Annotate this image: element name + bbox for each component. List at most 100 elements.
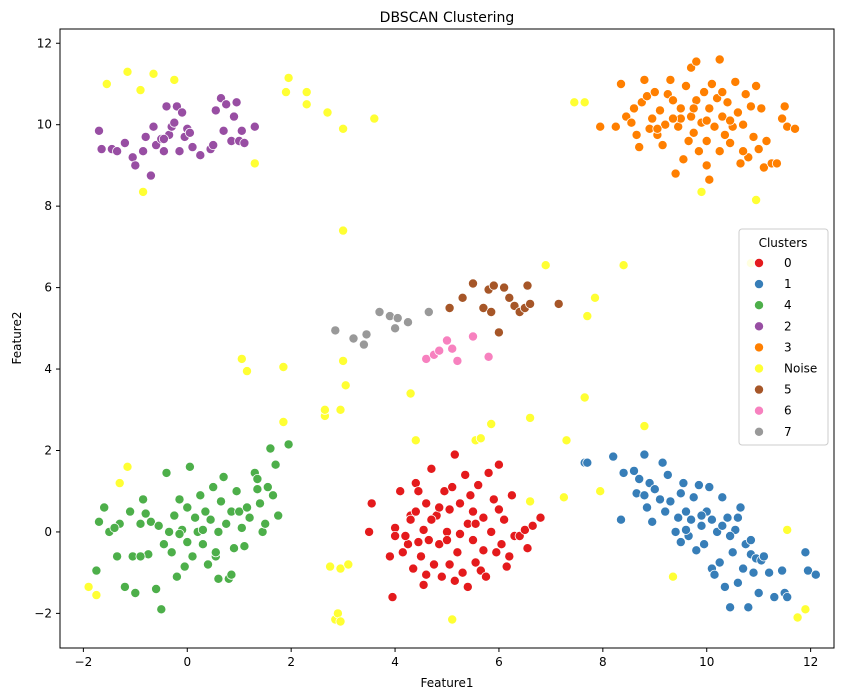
data-point-cluster-4 — [94, 516, 105, 527]
data-point-cluster-4 — [187, 551, 198, 562]
data-point-cluster-0 — [426, 463, 437, 474]
data-point-cluster-noise — [301, 99, 312, 110]
data-point-cluster-5 — [444, 302, 455, 313]
data-point-cluster-2 — [177, 107, 188, 118]
data-point-cluster-noise — [83, 581, 94, 592]
data-point-cluster-3 — [657, 140, 668, 151]
data-point-cluster-3 — [740, 89, 751, 100]
data-point-cluster-0 — [504, 551, 515, 562]
data-point-cluster-noise — [540, 260, 551, 271]
data-point-cluster-noise — [668, 571, 679, 582]
data-point-cluster-4 — [213, 526, 224, 537]
data-point-cluster-2 — [239, 137, 250, 148]
y-tick-label: 6 — [44, 281, 52, 295]
data-point-cluster-0 — [499, 514, 510, 525]
data-point-cluster-noise — [447, 614, 458, 625]
data-point-cluster-2 — [94, 125, 105, 136]
data-point-cluster-2 — [184, 127, 195, 138]
data-point-cluster-noise — [618, 260, 629, 271]
data-point-cluster-4 — [182, 502, 193, 513]
data-point-cluster-2 — [148, 121, 159, 132]
data-point-cluster-4 — [239, 541, 250, 552]
data-point-cluster-3 — [714, 146, 725, 157]
data-point-cluster-2 — [221, 99, 232, 110]
data-point-cluster-3 — [714, 54, 725, 65]
plot-area-frame — [59, 28, 835, 649]
data-point-cluster-3 — [730, 76, 741, 87]
data-point-cluster-3 — [704, 103, 715, 114]
data-point-cluster-3 — [738, 146, 749, 157]
data-point-cluster-0 — [366, 498, 377, 509]
data-point-cluster-1 — [753, 588, 764, 599]
data-point-cluster-3 — [634, 142, 645, 153]
data-point-cluster-3 — [732, 107, 743, 118]
data-point-cluster-noise — [525, 412, 536, 423]
data-point-cluster-1 — [642, 502, 653, 513]
data-point-cluster-3 — [748, 131, 759, 142]
data-point-cluster-4 — [265, 443, 276, 454]
data-point-cluster-2 — [158, 133, 169, 144]
data-point-cluster-noise — [122, 461, 133, 472]
data-point-cluster-0 — [397, 547, 408, 558]
data-point-cluster-3 — [639, 74, 650, 85]
data-point-cluster-4 — [260, 518, 271, 529]
data-point-cluster-3 — [738, 119, 749, 130]
data-point-cluster-1 — [657, 457, 668, 468]
data-point-cluster-4 — [119, 581, 130, 592]
legend-entries: 0 1 4 2 3 Noise 5 6 7 — [754, 256, 817, 439]
data-point-cluster-1 — [758, 551, 769, 562]
chart-title: DBSCAN Clustering — [380, 10, 515, 26]
y-tick-label: −2 — [34, 606, 52, 620]
data-point-cluster-7 — [392, 313, 403, 324]
data-point-cluster-4 — [109, 522, 120, 533]
y-tick-label: 12 — [37, 36, 52, 50]
data-point-cluster-3 — [691, 56, 702, 67]
data-point-cluster-noise — [751, 194, 762, 205]
data-point-cluster-noise — [792, 612, 803, 623]
data-point-cluster-3 — [686, 111, 697, 122]
points-layer — [83, 54, 821, 627]
data-point-cluster-4 — [158, 539, 169, 550]
y-tick-label: 0 — [44, 525, 52, 539]
data-point-cluster-noise — [696, 186, 707, 197]
data-point-cluster-4 — [254, 498, 265, 509]
data-point-cluster-3 — [717, 111, 728, 122]
data-point-cluster-0 — [410, 506, 421, 517]
data-point-cluster-noise — [338, 355, 349, 366]
x-tick-label: 8 — [599, 655, 607, 669]
data-point-cluster-1 — [800, 547, 811, 558]
data-point-cluster-0 — [400, 531, 411, 542]
data-point-cluster-1 — [732, 577, 743, 588]
data-point-cluster-1 — [735, 502, 746, 513]
y-axis: −2 0 2 4 6 8 10 12 — [34, 36, 60, 620]
data-point-cluster-noise — [169, 74, 180, 85]
data-point-cluster-4 — [145, 516, 156, 527]
data-point-cluster-0 — [527, 520, 538, 531]
data-point-cluster-0 — [364, 526, 375, 537]
data-point-cluster-1 — [764, 567, 775, 578]
data-point-cluster-noise — [475, 433, 486, 444]
data-point-cluster-1 — [665, 496, 676, 507]
data-point-cluster-1 — [738, 563, 749, 574]
data-point-cluster-3 — [701, 160, 712, 171]
data-point-cluster-4 — [226, 569, 237, 580]
data-point-cluster-5 — [478, 302, 489, 313]
data-point-cluster-0 — [465, 490, 476, 501]
data-point-cluster-5 — [493, 327, 504, 338]
data-point-cluster-noise — [595, 486, 606, 497]
legend-marker — [754, 363, 765, 374]
data-point-cluster-5 — [467, 278, 478, 289]
data-point-cluster-1 — [748, 567, 759, 578]
data-point-cluster-0 — [384, 551, 395, 562]
data-point-cluster-2 — [208, 140, 219, 151]
data-point-cluster-1 — [699, 539, 710, 550]
data-point-cluster-noise — [579, 97, 590, 108]
data-point-cluster-1 — [810, 569, 821, 580]
data-point-cluster-noise — [322, 107, 333, 118]
data-point-cluster-7 — [390, 323, 401, 334]
data-point-cluster-1 — [722, 512, 733, 523]
x-tick-label: −2 — [75, 655, 93, 669]
data-point-cluster-1 — [727, 547, 738, 558]
legend-label: 3 — [784, 340, 792, 354]
